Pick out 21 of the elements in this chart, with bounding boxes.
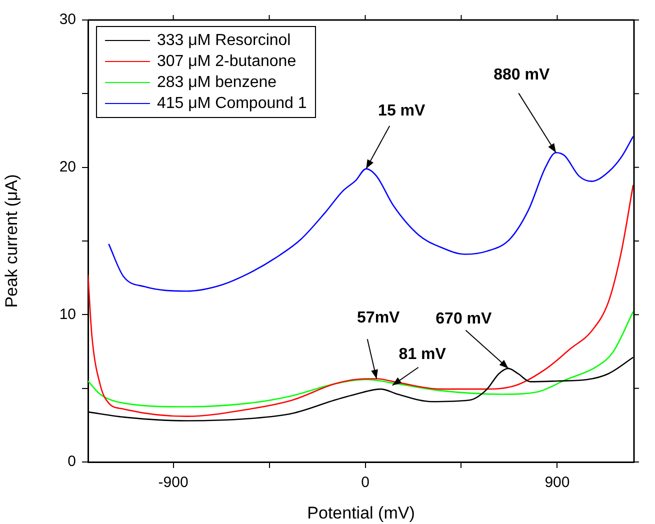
x-tick-label: 0 (361, 474, 370, 492)
legend-label: 415 μM Compound 1 (157, 94, 307, 112)
line-series (88, 311, 634, 408)
y-tick-label: 10 (59, 306, 76, 323)
y-axis-title: Peak current (μA) (2, 174, 21, 308)
x-tick-label: 900 (544, 474, 570, 492)
y-tick-label: 0 (68, 453, 76, 470)
annotation: 15 mV (378, 102, 426, 120)
line-series (108, 136, 634, 292)
x-tick-label: -900 (158, 474, 188, 492)
annotation: 880 mV (494, 66, 550, 84)
y-tick-label: 20 (59, 158, 76, 176)
annotation: 81 mV (398, 346, 446, 363)
y-tick-label: 30 (59, 11, 76, 28)
annotation: 670 mV (436, 310, 492, 328)
legend-label: 333 μM Resorcinol (157, 32, 291, 50)
annotation: 57mV (357, 310, 400, 327)
x-axis-title: Potential (mV) (307, 503, 415, 522)
legend-label: 283 μM benzene (157, 74, 277, 92)
legend-label: 307 μM 2-butanone (157, 52, 296, 70)
line-series (88, 184, 634, 417)
